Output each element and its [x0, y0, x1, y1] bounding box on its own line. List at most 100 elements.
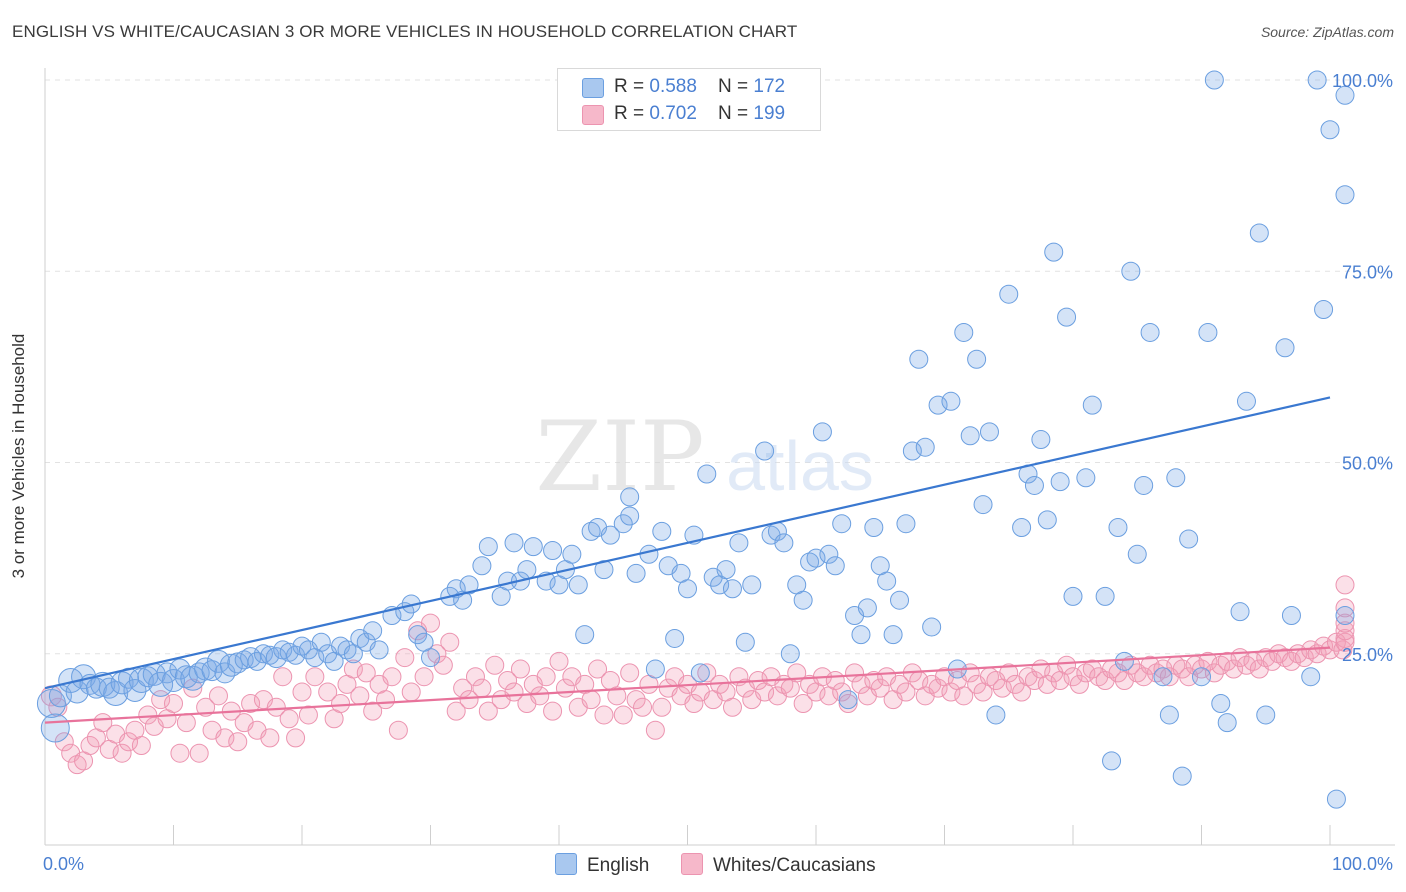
- english-point: [1192, 667, 1211, 687]
- english-point: [793, 590, 813, 610]
- whites-point: [832, 682, 852, 702]
- whites-trend-line: [44, 646, 1331, 724]
- whites-point: [722, 697, 742, 717]
- english-point: [806, 548, 826, 568]
- english-point: [1108, 518, 1128, 538]
- english-point: [1037, 510, 1057, 530]
- whites-point: [363, 701, 383, 721]
- whites-r-value: 0.702: [649, 103, 697, 124]
- whites-point: [273, 667, 293, 687]
- english-point: [363, 621, 383, 641]
- whites-point: [266, 697, 286, 717]
- english-point: [523, 537, 543, 557]
- whites-point: [626, 690, 646, 710]
- trend-lines: [44, 396, 1331, 724]
- whites-point: [331, 693, 351, 713]
- whites-point: [1063, 667, 1083, 687]
- english-point: [206, 649, 230, 673]
- x-tick-label-min: 0.0%: [43, 854, 84, 874]
- english-point: [1335, 606, 1355, 625]
- english-point: [613, 514, 633, 534]
- english-point: [1140, 322, 1160, 342]
- english-point: [286, 645, 306, 665]
- english-point: [626, 563, 646, 583]
- english-point: [180, 665, 206, 691]
- whites-point: [472, 678, 492, 698]
- english-trend-line: [44, 396, 1331, 690]
- whites-point: [1281, 651, 1301, 671]
- whites-point: [1333, 640, 1353, 660]
- whites-point: [189, 743, 209, 763]
- whites-point: [421, 613, 440, 633]
- english-point: [85, 677, 107, 699]
- english-point: [148, 671, 174, 697]
- whites-point: [543, 701, 563, 721]
- whites-point: [382, 667, 402, 687]
- bottom-english-swatch: [555, 853, 577, 875]
- whites-point: [298, 705, 318, 725]
- whites-point: [1069, 674, 1089, 694]
- axes: [44, 68, 1395, 846]
- english-point: [478, 537, 498, 557]
- whites-point: [1082, 659, 1102, 679]
- english-point: [1166, 468, 1186, 488]
- whites-point: [170, 743, 190, 763]
- whites-point: [119, 732, 139, 752]
- bottom-whites-swatch: [681, 853, 703, 875]
- whites-point: [870, 678, 890, 698]
- correlation-legend: R = 0.588 N = 172 R = 0.702 N = 199: [557, 68, 821, 131]
- english-point: [645, 659, 665, 679]
- english-point: [652, 521, 672, 541]
- english-point: [999, 284, 1019, 304]
- whites-point: [305, 667, 325, 687]
- whites-point: [286, 728, 306, 748]
- english-point: [678, 579, 697, 599]
- english-point: [1211, 693, 1231, 713]
- english-point: [600, 525, 620, 545]
- whites-point: [1335, 621, 1355, 641]
- english-point: [1256, 705, 1276, 725]
- english-point: [735, 632, 755, 652]
- whites-point: [1335, 575, 1355, 595]
- english-point: [1236, 391, 1256, 411]
- english-point: [909, 349, 929, 369]
- english-point: [311, 632, 331, 652]
- english-point: [896, 514, 916, 534]
- english-point: [819, 544, 839, 564]
- whites-point: [581, 690, 601, 710]
- english-point: [1031, 430, 1051, 450]
- whites-point: [112, 743, 132, 763]
- whites-point: [414, 667, 434, 687]
- english-point: [265, 647, 287, 669]
- english-point: [1063, 586, 1083, 606]
- english-point: [472, 556, 492, 576]
- english-r-value: 0.588: [649, 76, 697, 97]
- whites-point: [478, 701, 498, 721]
- whites-point: [80, 736, 100, 756]
- english-n-label: N =: [718, 76, 754, 97]
- english-point: [665, 628, 685, 648]
- english-point: [568, 575, 588, 595]
- whites-point: [1172, 659, 1192, 679]
- english-point: [1230, 602, 1250, 622]
- whites-point: [864, 671, 884, 691]
- english-point: [973, 495, 993, 515]
- english-point: [517, 560, 537, 580]
- english-point: [960, 426, 980, 446]
- english-point: [941, 391, 961, 411]
- whites-point: [697, 663, 717, 683]
- whites-point: [594, 705, 614, 725]
- english-point: [1153, 667, 1173, 687]
- whites-point: [138, 705, 158, 725]
- english-point: [543, 540, 563, 560]
- y-tick-label: 25.0%: [1342, 645, 1393, 665]
- whites-point: [208, 686, 228, 706]
- english-point: [832, 514, 852, 534]
- english-point: [922, 617, 942, 637]
- english-point: [1326, 789, 1346, 809]
- english-r-label: R =: [614, 76, 650, 97]
- english-point: [755, 441, 775, 461]
- y-tick-label: 50.0%: [1342, 454, 1393, 474]
- whites-point: [928, 678, 948, 698]
